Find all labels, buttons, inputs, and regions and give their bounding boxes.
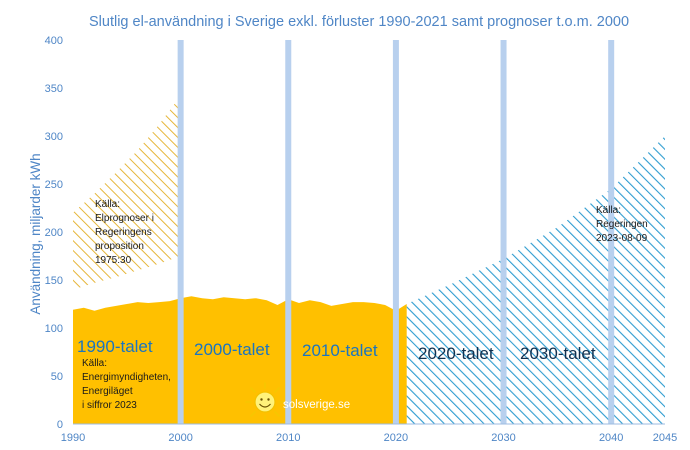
x-tick-label: 2040 (599, 432, 623, 444)
x-tick-label: 1990 (61, 432, 85, 444)
prognosis-1975-area (73, 95, 181, 290)
note-line: Källa: (95, 199, 120, 210)
note-line: Regeringen (596, 219, 648, 230)
chart-title: Slutlig el-användning i Sverige exkl. fö… (89, 14, 629, 30)
note-line: Elprognoser i (95, 213, 154, 224)
note-line: i siffror 2023 (82, 400, 137, 411)
decade-label-2010: 2010-talet (302, 341, 378, 360)
source-note-1975: Källa: Elprognoser i Regeringens proposi… (95, 199, 154, 266)
decade-label-2000: 2000-talet (194, 340, 270, 359)
y-tick-label: 100 (45, 323, 63, 335)
decade-label-2020: 2020-talet (418, 344, 494, 363)
note-line: 2023-08-09 (596, 233, 648, 244)
note-line: Energimyndigheten, (82, 372, 171, 383)
note-line: Källa: (596, 205, 621, 216)
y-tick-label: 300 (45, 131, 63, 143)
y-tick-label: 400 (45, 35, 63, 47)
note-line: Regeringens (95, 227, 152, 238)
prognosis-2023-area (406, 136, 665, 424)
y-axis-title: Användning, miljarder kWh (28, 153, 43, 314)
source-note-actual: Källa: Energimyndigheten, Energiläget i … (82, 358, 171, 411)
decade-separators (177, 40, 615, 424)
x-tick-label: 2010 (276, 432, 300, 444)
y-tick-label: 250 (45, 179, 63, 191)
watermark-text: solsverige.se (283, 399, 350, 411)
decade-label-1990: 1990-talet (77, 337, 153, 356)
x-tick-label: 2000 (168, 432, 192, 444)
note-line: Energiläget (82, 386, 133, 397)
note-line: Källa: (82, 358, 107, 369)
decade-label-2030: 2030-talet (520, 344, 596, 363)
y-tick-label: 350 (45, 83, 63, 95)
y-tick-label: 50 (51, 371, 63, 383)
y-axis: 0 50 100 150 200 250 300 350 400 (45, 35, 63, 431)
y-tick-label: 0 (57, 419, 63, 431)
note-line: proposition (95, 241, 144, 252)
y-tick-label: 200 (45, 227, 63, 239)
x-tick-label: 2045 (653, 432, 677, 444)
y-tick-label: 150 (45, 275, 63, 287)
source-note-2023: Källa: Regeringen 2023-08-09 (596, 205, 648, 244)
x-axis: 1990 2000 2010 2020 2030 2040 2045 (61, 432, 677, 444)
note-line: 1975:30 (95, 255, 132, 266)
x-tick-label: 2020 (384, 432, 408, 444)
sun-icon (245, 382, 285, 422)
actual-usage-area (73, 296, 407, 424)
x-tick-label: 2030 (491, 432, 515, 444)
